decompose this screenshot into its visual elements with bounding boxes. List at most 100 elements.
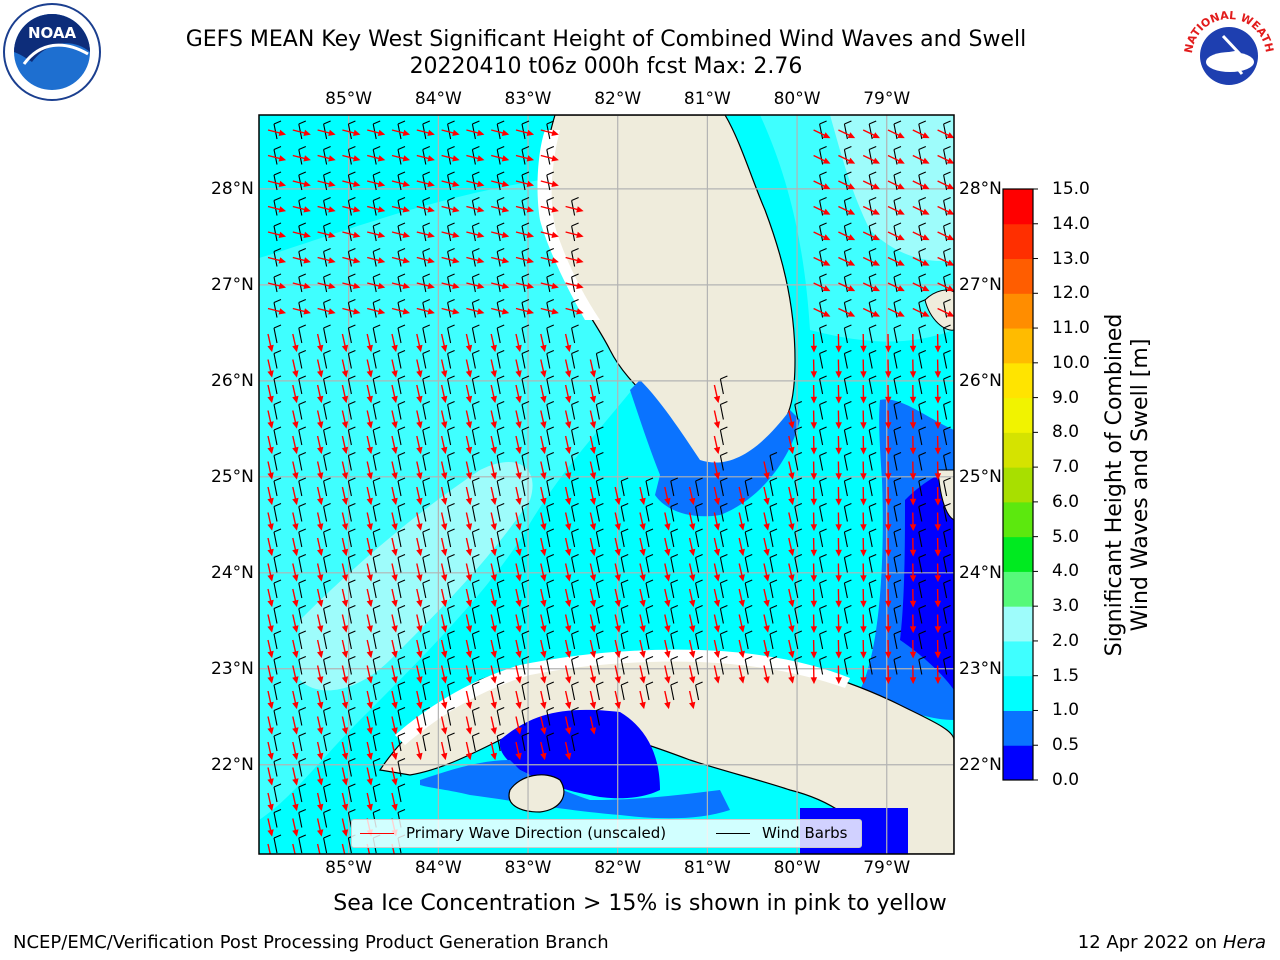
- wave-arrow-head: [292, 446, 299, 455]
- wave-arrow-head: [366, 650, 373, 659]
- wave-arrow-head: [416, 650, 423, 659]
- wind-barb-legend-label: Wind Barbs: [762, 824, 848, 842]
- wind-barb: [769, 477, 778, 497]
- sea-ice-note: Sea Ice Concentration > 15% is shown in …: [333, 891, 947, 916]
- wave-arrow-head: [267, 625, 274, 633]
- lat-label-left: 25°N: [211, 466, 254, 487]
- wave-arrow-head: [897, 183, 905, 190]
- wave-arrow-head: [515, 497, 522, 506]
- wave-arrow-head: [490, 497, 497, 506]
- wave-arrow-head: [377, 257, 386, 264]
- wind-barb: [769, 655, 778, 675]
- wind-barb: [422, 349, 431, 369]
- wave-arrow-head: [427, 231, 435, 239]
- wave-arrow-head: [788, 523, 795, 531]
- wave-arrow-head: [614, 574, 621, 582]
- wind-barb: [819, 400, 827, 420]
- wave-arrow-head: [267, 599, 274, 608]
- wind-barb: [893, 426, 902, 446]
- wind-barb: [744, 604, 753, 624]
- wave-arrow-head: [292, 548, 299, 557]
- wind-barb: [868, 502, 877, 522]
- wind-barb: [571, 426, 579, 446]
- wave-arrow-head: [934, 626, 942, 634]
- wave-arrow-head: [788, 548, 795, 557]
- wave-arrow-head: [810, 498, 818, 506]
- wave-arrow-head: [860, 371, 867, 379]
- wave-arrow-head: [278, 180, 287, 188]
- wind-barb: [719, 502, 728, 522]
- wind-barb: [794, 579, 803, 599]
- colorbar-frame: [1002, 188, 1034, 781]
- wave-arrow-head: [416, 548, 423, 557]
- wave-arrow-head: [318, 856, 322, 861]
- wave-arrow-head: [366, 778, 373, 786]
- wind-barb: [943, 324, 951, 344]
- wind-barb: [868, 324, 877, 344]
- wind-barb: [868, 222, 877, 242]
- wave-arrow-head: [292, 676, 299, 684]
- wind-barb: [471, 426, 480, 446]
- wave-arrow-head: [713, 497, 721, 506]
- wave-arrow-head: [540, 727, 547, 735]
- wave-arrow-head: [391, 778, 398, 786]
- wind-barb: [347, 400, 356, 420]
- wave-arrow-head: [341, 472, 349, 480]
- wave-arrow-head: [353, 231, 361, 239]
- wave-arrow-head: [416, 676, 423, 684]
- wave-arrow-head: [278, 155, 287, 162]
- lat-label-right: 25°N: [959, 466, 1002, 487]
- wind-barb: [323, 604, 331, 624]
- wave-arrow-head: [490, 701, 497, 710]
- wave-arrow-head: [763, 650, 770, 659]
- map-legend: Primary Wave Direction (unscaled) Wind B…: [351, 819, 862, 848]
- wave-arrow-head: [317, 574, 324, 582]
- wave-arrow-head: [341, 344, 349, 353]
- wind-barb: [868, 579, 877, 599]
- wave-arrow-head: [810, 447, 818, 455]
- wave-arrow-head: [810, 600, 818, 608]
- wind-barb: [447, 324, 455, 344]
- wave-arrow-head: [713, 472, 721, 480]
- wind-barb: [496, 732, 505, 752]
- wave-arrow-head: [292, 370, 299, 378]
- wind-barb: [893, 604, 902, 624]
- wave-arrow-head: [452, 308, 460, 315]
- wind-barb: [893, 553, 902, 573]
- wave-arrow-head: [909, 396, 917, 404]
- wave-arrow-head: [328, 180, 336, 188]
- wave-arrow-head: [292, 497, 299, 506]
- lon-label-top: 79°W: [863, 89, 911, 109]
- wave-arrow-head: [391, 497, 398, 506]
- wave-arrow-head: [465, 727, 473, 735]
- wave-arrow-head: [292, 778, 299, 786]
- wind-barb: [595, 706, 604, 726]
- wave-arrow-head: [835, 498, 842, 506]
- wind-barb: [546, 706, 555, 726]
- wind-barb: [843, 298, 852, 318]
- wave-arrow-head: [353, 155, 361, 162]
- wave-arrow-head: [366, 701, 373, 710]
- wind-barb: [670, 655, 679, 675]
- wind-barb: [273, 426, 282, 446]
- wave-arrow-head: [366, 574, 373, 582]
- wave-arrow-head: [540, 344, 547, 353]
- wind-barb: [571, 502, 579, 522]
- wind-barb: [868, 196, 877, 216]
- wind-barb: [471, 630, 480, 650]
- wind-barb: [744, 655, 753, 675]
- wind-barb: [620, 477, 629, 497]
- wave-arrow-head: [515, 676, 522, 684]
- wave-arrow-head: [477, 180, 485, 188]
- wave-arrow-head: [589, 574, 597, 582]
- wave-arrow-head: [763, 472, 770, 480]
- wave-arrow-head: [292, 472, 299, 480]
- wind-barb: [571, 477, 579, 497]
- wave-arrow-head: [341, 421, 349, 429]
- wind-barb: [819, 222, 827, 242]
- wind-barb: [447, 681, 455, 701]
- wave-arrow-head: [713, 446, 721, 455]
- wave-arrow-head: [885, 575, 892, 583]
- wind-barb: [422, 375, 431, 395]
- colorbar-tick-label: 7.0: [1052, 457, 1080, 478]
